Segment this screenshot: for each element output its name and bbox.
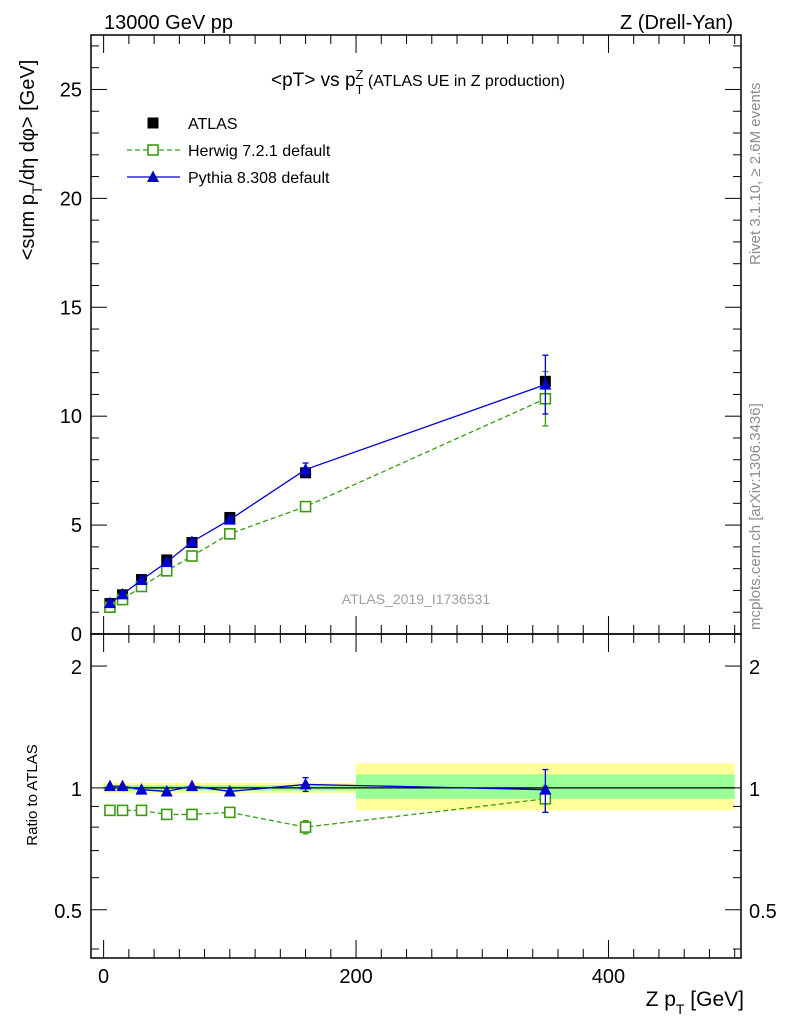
header-right: Z (Drell-Yan): [620, 12, 733, 34]
ratio-herwig-7-2-1-default-point: [224, 806, 236, 819]
ratio-y-tick-label: 0.5: [54, 901, 82, 923]
main-herwig-7-2-1-default-point: [224, 528, 236, 540]
main-herwig-7-2-1-default-line: [109, 398, 546, 608]
x-tick-label: 0: [98, 966, 109, 988]
legend: ATLAS Herwig 7.2.1 default Pythia 8.308 de…: [127, 116, 331, 187]
ratio-y-tick-label: 1: [71, 779, 82, 801]
ratio-herwig-7-2-1-default-point: [116, 804, 129, 817]
x-tick-label: 200: [339, 966, 372, 988]
ratio-plot-area: 0 200 400 0.5 0.5 1 1 2 2: [54, 633, 777, 988]
ratio-herwig-7-2-1-default-point: [160, 808, 173, 821]
legend-label: ATLAS: [188, 116, 238, 133]
x-tick-label: 400: [592, 966, 625, 988]
analysis-watermark: ATLAS_2019_I1736531: [342, 591, 491, 607]
main-pythia-8-308-default-point: [299, 463, 312, 475]
main-y-axis-label: <sum pT/dη dφ> [GeV]: [17, 60, 45, 261]
ratio-pythia-8-308-default-point: [160, 784, 173, 797]
main-pythia-8-308-default-point: [135, 573, 148, 585]
main-pythia-8-308-default-point: [160, 555, 173, 568]
main-herwig-7-2-1-default-point: [160, 565, 173, 577]
ratio-pythia-8-308-default-point: [223, 784, 236, 797]
main-y-tick-label: 5: [71, 515, 82, 537]
ratio-y-tick-label: 2: [71, 657, 82, 679]
x-axis-label: Z pT [GeV]: [646, 988, 744, 1017]
header-left: 13000 GeV pp: [104, 12, 233, 34]
main-herwig-7-2-1-default-point: [299, 500, 312, 513]
ratio-y-tick-label-right: 2: [749, 657, 760, 679]
main-pythia-8-308-default-point: [103, 596, 116, 609]
legend-marker: [147, 170, 159, 182]
ratio-herwig-7-2-1-default-line: [109, 798, 546, 828]
legend-label: Herwig 7.2.1 default: [188, 143, 331, 160]
ratio-y-axis-label: Ratio to ATLAS: [24, 744, 41, 845]
side-text-top: Rivet 3.1.10, ≥ 2.6M events: [747, 83, 764, 266]
ratio-pythia-8-308-default-point: [185, 779, 198, 792]
main-pythia-8-308-default-point: [223, 513, 236, 525]
main-y-tick-label: 25: [60, 79, 82, 101]
main-pythia-8-308-default-point: [185, 535, 198, 547]
main-y-tick-label: 20: [60, 188, 82, 210]
main-plot-area: 0 5 10 15 20 25: [60, 34, 742, 646]
main-herwig-7-2-1-default-point: [186, 550, 198, 562]
ratio-y-tick-label-right: 0.5: [749, 901, 777, 923]
main-pythia-8-308-default-line: [109, 383, 546, 604]
main-pythia-8-308-default-point: [539, 378, 552, 390]
ratio-pythia-8-308-default-point: [116, 779, 129, 792]
ratio-pythia-8-308-default-point: [135, 783, 148, 795]
legend-label: Pythia 8.308 default: [188, 170, 330, 187]
ratio-pythia-8-308-default-point: [539, 783, 552, 795]
main-y-tick-label: 15: [60, 297, 82, 319]
ratio-herwig-7-2-1-default-point: [299, 821, 312, 833]
main-y-tick-label: 0: [71, 624, 82, 646]
ratio-y-tick-label-right: 1: [749, 779, 760, 801]
main-y-tick-label: 10: [60, 406, 82, 428]
ratio-herwig-7-2-1-default-point: [135, 804, 148, 817]
ratio-plot-frame: [90, 633, 742, 959]
legend-marker: [147, 117, 159, 129]
ratio-pythia-8-308-default-point: [103, 779, 116, 792]
ratio-herwig-7-2-1-default-point: [104, 804, 116, 817]
ratio-herwig-7-2-1-default-point: [186, 808, 198, 821]
ratio-pythia-8-308-default-point: [299, 777, 312, 790]
chart-title: <pT> vs pTZ (ATLAS UE in Z production): [271, 67, 565, 97]
legend-marker: [147, 144, 159, 156]
main-pythia-8-308-default-point: [116, 587, 129, 600]
side-text-bottom: mcplots.cern.ch [arXiv:1306.3436]: [747, 403, 764, 630]
